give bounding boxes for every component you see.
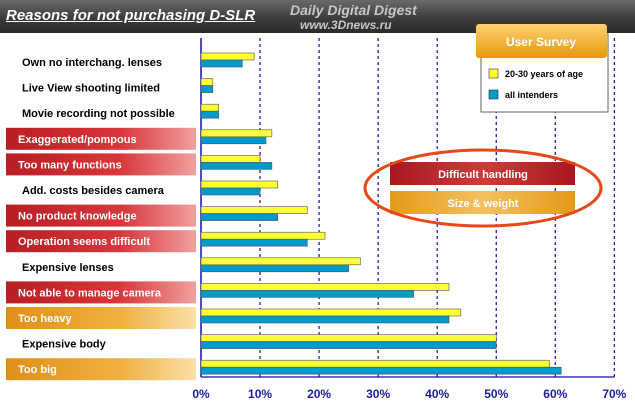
callout-size-weight-label: Size & weight bbox=[448, 198, 519, 210]
callout-difficult-handling bbox=[390, 162, 575, 185]
watermark-site-name: Daily Digital Digest bbox=[290, 2, 417, 18]
category-label: Live View shooting limited bbox=[22, 83, 160, 95]
bar-young bbox=[200, 180, 279, 189]
category-label: Not able to manage camera bbox=[18, 287, 162, 299]
callout-difficult-handling-label: Difficult handling bbox=[438, 169, 528, 181]
x-tick-label: 40% bbox=[425, 387, 449, 401]
x-tick-label: 20% bbox=[307, 387, 331, 401]
bar-young bbox=[200, 283, 450, 291]
x-tick-label: 30% bbox=[366, 387, 390, 401]
callout-highlight-ellipse bbox=[363, 148, 603, 228]
legend-swatch-all bbox=[488, 89, 499, 100]
bar-young bbox=[200, 308, 462, 317]
chart-header: Reasons for not purchasing D-SLR Daily D… bbox=[0, 0, 635, 33]
category-label: Too heavy bbox=[18, 313, 72, 325]
bar-young bbox=[200, 52, 255, 61]
bar-all-intenders bbox=[200, 85, 214, 93]
legend-swatch-young bbox=[488, 68, 499, 79]
watermark-site-url: www.3Dnews.ru bbox=[300, 18, 392, 32]
legend-label-young: 20-30 years of age bbox=[505, 69, 583, 79]
bar-all-intenders bbox=[200, 213, 279, 221]
bar-young bbox=[200, 359, 550, 368]
bar-young bbox=[200, 334, 497, 342]
bar-all-intenders bbox=[200, 187, 261, 196]
bar-all-intenders bbox=[200, 238, 308, 247]
chart-title: Reasons for not purchasing D-SLR bbox=[6, 7, 256, 24]
category-highlight-pill bbox=[6, 281, 196, 304]
x-tick-label: 70% bbox=[602, 387, 626, 401]
bar-young bbox=[200, 206, 308, 214]
category-label: Expensive lenses bbox=[22, 262, 114, 274]
category-label: Movie recording not possible bbox=[22, 108, 175, 120]
bar-all-intenders bbox=[200, 315, 450, 324]
bar-all-intenders bbox=[200, 136, 267, 145]
category-highlight-pill bbox=[6, 204, 196, 227]
bar-all-intenders bbox=[200, 110, 220, 119]
category-label: Expensive body bbox=[22, 339, 107, 351]
category-highlight-pill bbox=[6, 153, 196, 176]
category-label: Add. costs besides camera bbox=[22, 185, 165, 197]
category-label: Own no interchang. lenses bbox=[22, 57, 162, 69]
callout-group: Difficult handling Size & weight bbox=[363, 148, 603, 228]
legend-label-all: all intenders bbox=[505, 90, 558, 100]
category-highlight-pill bbox=[6, 230, 196, 253]
bar-young bbox=[200, 155, 261, 163]
x-tick-label: 10% bbox=[248, 387, 272, 401]
user-survey-badge bbox=[476, 24, 607, 58]
bar-all-intenders bbox=[200, 341, 497, 349]
bar-young bbox=[200, 103, 220, 112]
bar-young bbox=[200, 257, 361, 266]
bar-all-intenders bbox=[200, 59, 243, 68]
bar-young bbox=[200, 78, 214, 86]
category-label: Operation seems difficult bbox=[18, 236, 150, 248]
bar-young bbox=[200, 129, 273, 138]
category-label: Too big bbox=[18, 364, 57, 376]
category-highlight-pill bbox=[6, 127, 196, 150]
category-label: No product knowledge bbox=[18, 211, 137, 223]
x-tick-label: 0% bbox=[192, 387, 210, 401]
category-label: Too many functions bbox=[18, 159, 122, 171]
bar-young bbox=[200, 231, 326, 240]
category-highlight-pill bbox=[6, 307, 196, 329]
callout-size-weight bbox=[390, 191, 575, 214]
user-survey-badge-label: User Survey bbox=[506, 35, 576, 49]
bar-all-intenders bbox=[200, 290, 414, 298]
bar-all-intenders bbox=[200, 264, 349, 273]
category-label: Exaggerated/pompous bbox=[18, 134, 137, 146]
x-tick-label: 60% bbox=[543, 387, 567, 401]
category-highlight-pill bbox=[6, 358, 196, 381]
chart-legend: User Survey 20-30 years of age all inten… bbox=[476, 24, 609, 113]
x-tick-label: 50% bbox=[484, 387, 508, 401]
bar-all-intenders bbox=[200, 366, 562, 375]
bar-all-intenders bbox=[200, 162, 273, 170]
